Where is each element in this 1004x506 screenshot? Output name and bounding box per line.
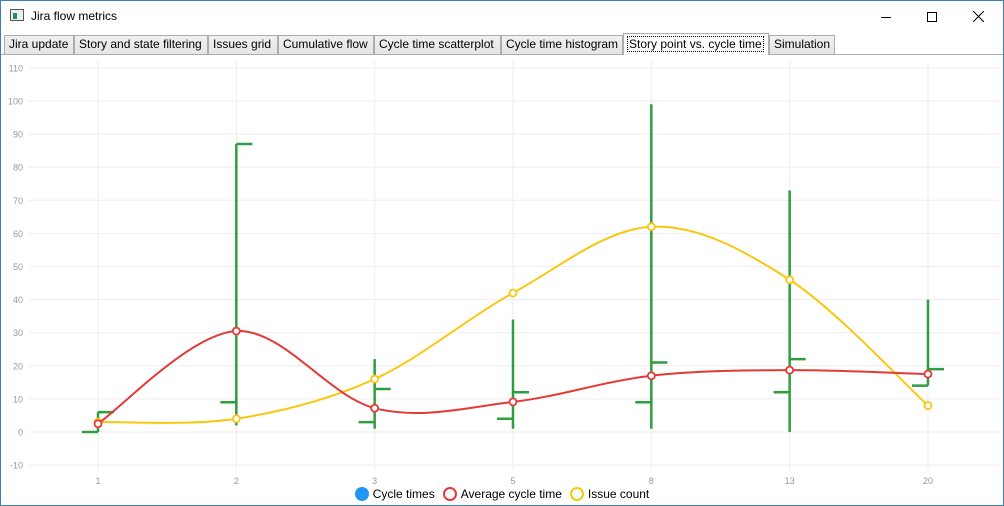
y-tick-label: 90 — [13, 130, 23, 140]
average-cycle-time-point — [508, 397, 518, 407]
y-tick-label: 80 — [13, 163, 23, 173]
y-tick-label: -10 — [10, 461, 23, 471]
y-tick-label: 0 — [18, 428, 23, 438]
app-icon — [10, 9, 24, 21]
x-tick-label: 2 — [234, 476, 239, 486]
chart-legend: Cycle times Average cycle time Issue cou… — [1, 485, 1003, 503]
legend-label-issue-count: Issue count — [587, 487, 650, 501]
x-tick-label: 8 — [649, 476, 654, 486]
tab-cycle-time-histogram[interactable]: Cycle time histogram — [501, 35, 623, 54]
tab-jira-update[interactable]: Jira update — [4, 35, 74, 54]
tab-content — [1, 54, 1003, 505]
window-title: Jira flow metrics — [31, 9, 118, 23]
tab-cycle-time-scatterplot[interactable]: Cycle time scatterplot — [374, 35, 501, 54]
y-tick-label: 20 — [13, 361, 23, 371]
y-tick-label: 100 — [8, 97, 23, 107]
average-cycle-time-point — [646, 371, 656, 381]
x-tick-label: 5 — [510, 476, 515, 486]
title-bar[interactable]: Jira flow metrics — [1, 1, 1003, 32]
legend-swatch-average-cycle-time — [442, 487, 457, 501]
tab-simulation[interactable]: Simulation — [769, 35, 835, 54]
average-cycle-time-point — [785, 365, 795, 375]
y-tick-label: 30 — [13, 328, 23, 338]
maximize-button[interactable] — [909, 1, 955, 32]
y-tick-label: 10 — [13, 394, 23, 404]
minimize-button[interactable] — [863, 1, 909, 32]
x-tick-label: 3 — [372, 476, 377, 486]
issue-count-point — [923, 401, 933, 410]
legend-label-average-cycle-time: Average cycle time — [460, 487, 562, 501]
issue-count-point — [231, 414, 241, 424]
tab-story-state-filtering[interactable]: Story and state filtering — [74, 35, 208, 54]
legend-item-cycle-times[interactable]: Cycle times — [354, 487, 435, 501]
issue-count-point — [508, 288, 518, 298]
y-tick-label: 40 — [13, 295, 23, 305]
y-tick-label: 50 — [13, 262, 23, 272]
average-cycle-time-point — [370, 403, 380, 413]
y-tick-label: 110 — [9, 63, 23, 73]
maximize-icon — [927, 11, 937, 22]
x-tick-label: 13 — [785, 476, 795, 486]
y-tick-label: 70 — [13, 196, 23, 206]
y-tick-label: 60 — [13, 229, 23, 239]
minimize-icon — [881, 16, 891, 18]
average-cycle-time-point — [93, 419, 103, 429]
issue-count-point — [785, 275, 795, 285]
issue-count-point — [646, 222, 656, 232]
tab-strip: Jira update Story and state filtering Is… — [1, 33, 1003, 55]
legend-label-cycle-times: Cycle times — [372, 487, 435, 501]
close-icon — [972, 11, 984, 22]
x-tick-label: 20 — [923, 476, 933, 486]
tab-story-point-vs-cycle-time[interactable]: Story point vs. cycle time — [623, 33, 769, 55]
legend-swatch-cycle-times — [354, 487, 369, 501]
x-tick-label: 1 — [95, 476, 100, 486]
legend-item-average-cycle-time[interactable]: Average cycle time — [442, 487, 562, 501]
legend-swatch-issue-count — [569, 487, 584, 501]
issue-count-point — [370, 374, 380, 384]
average-cycle-time-point — [923, 369, 933, 379]
tab-cumulative-flow[interactable]: Cumulative flow — [278, 35, 374, 54]
legend-item-issue-count[interactable]: Issue count — [569, 487, 650, 501]
average-cycle-time-point — [231, 326, 241, 336]
tab-issues-grid[interactable]: Issues grid — [208, 35, 278, 54]
close-button[interactable] — [955, 1, 1001, 32]
